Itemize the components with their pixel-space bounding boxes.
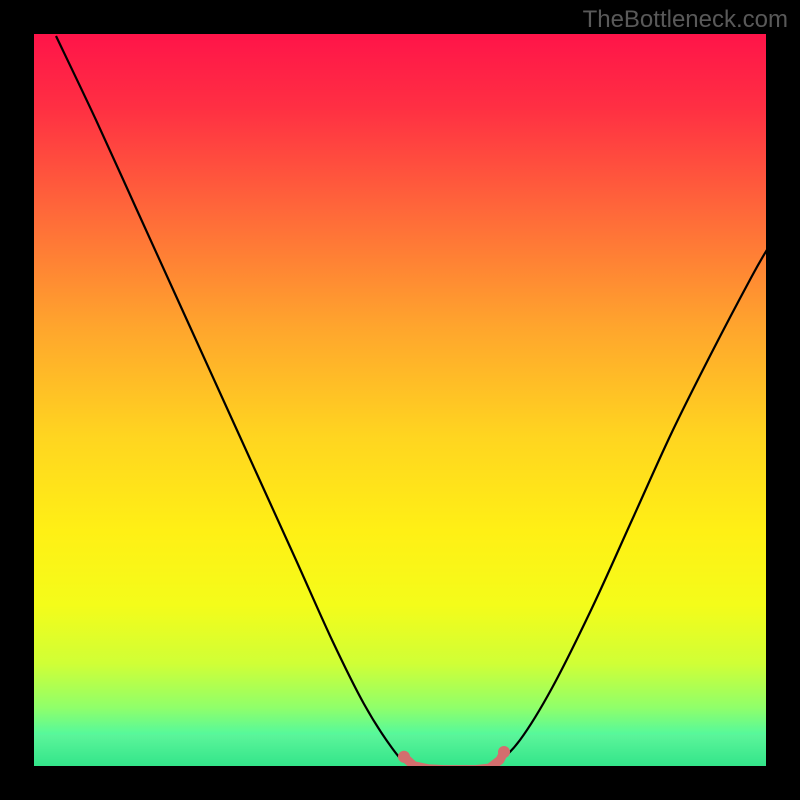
bottleneck-chart: TheBottleneck.com <box>0 0 800 800</box>
chart-svg <box>0 0 800 800</box>
plot-background <box>34 34 766 766</box>
green-band <box>34 735 766 766</box>
